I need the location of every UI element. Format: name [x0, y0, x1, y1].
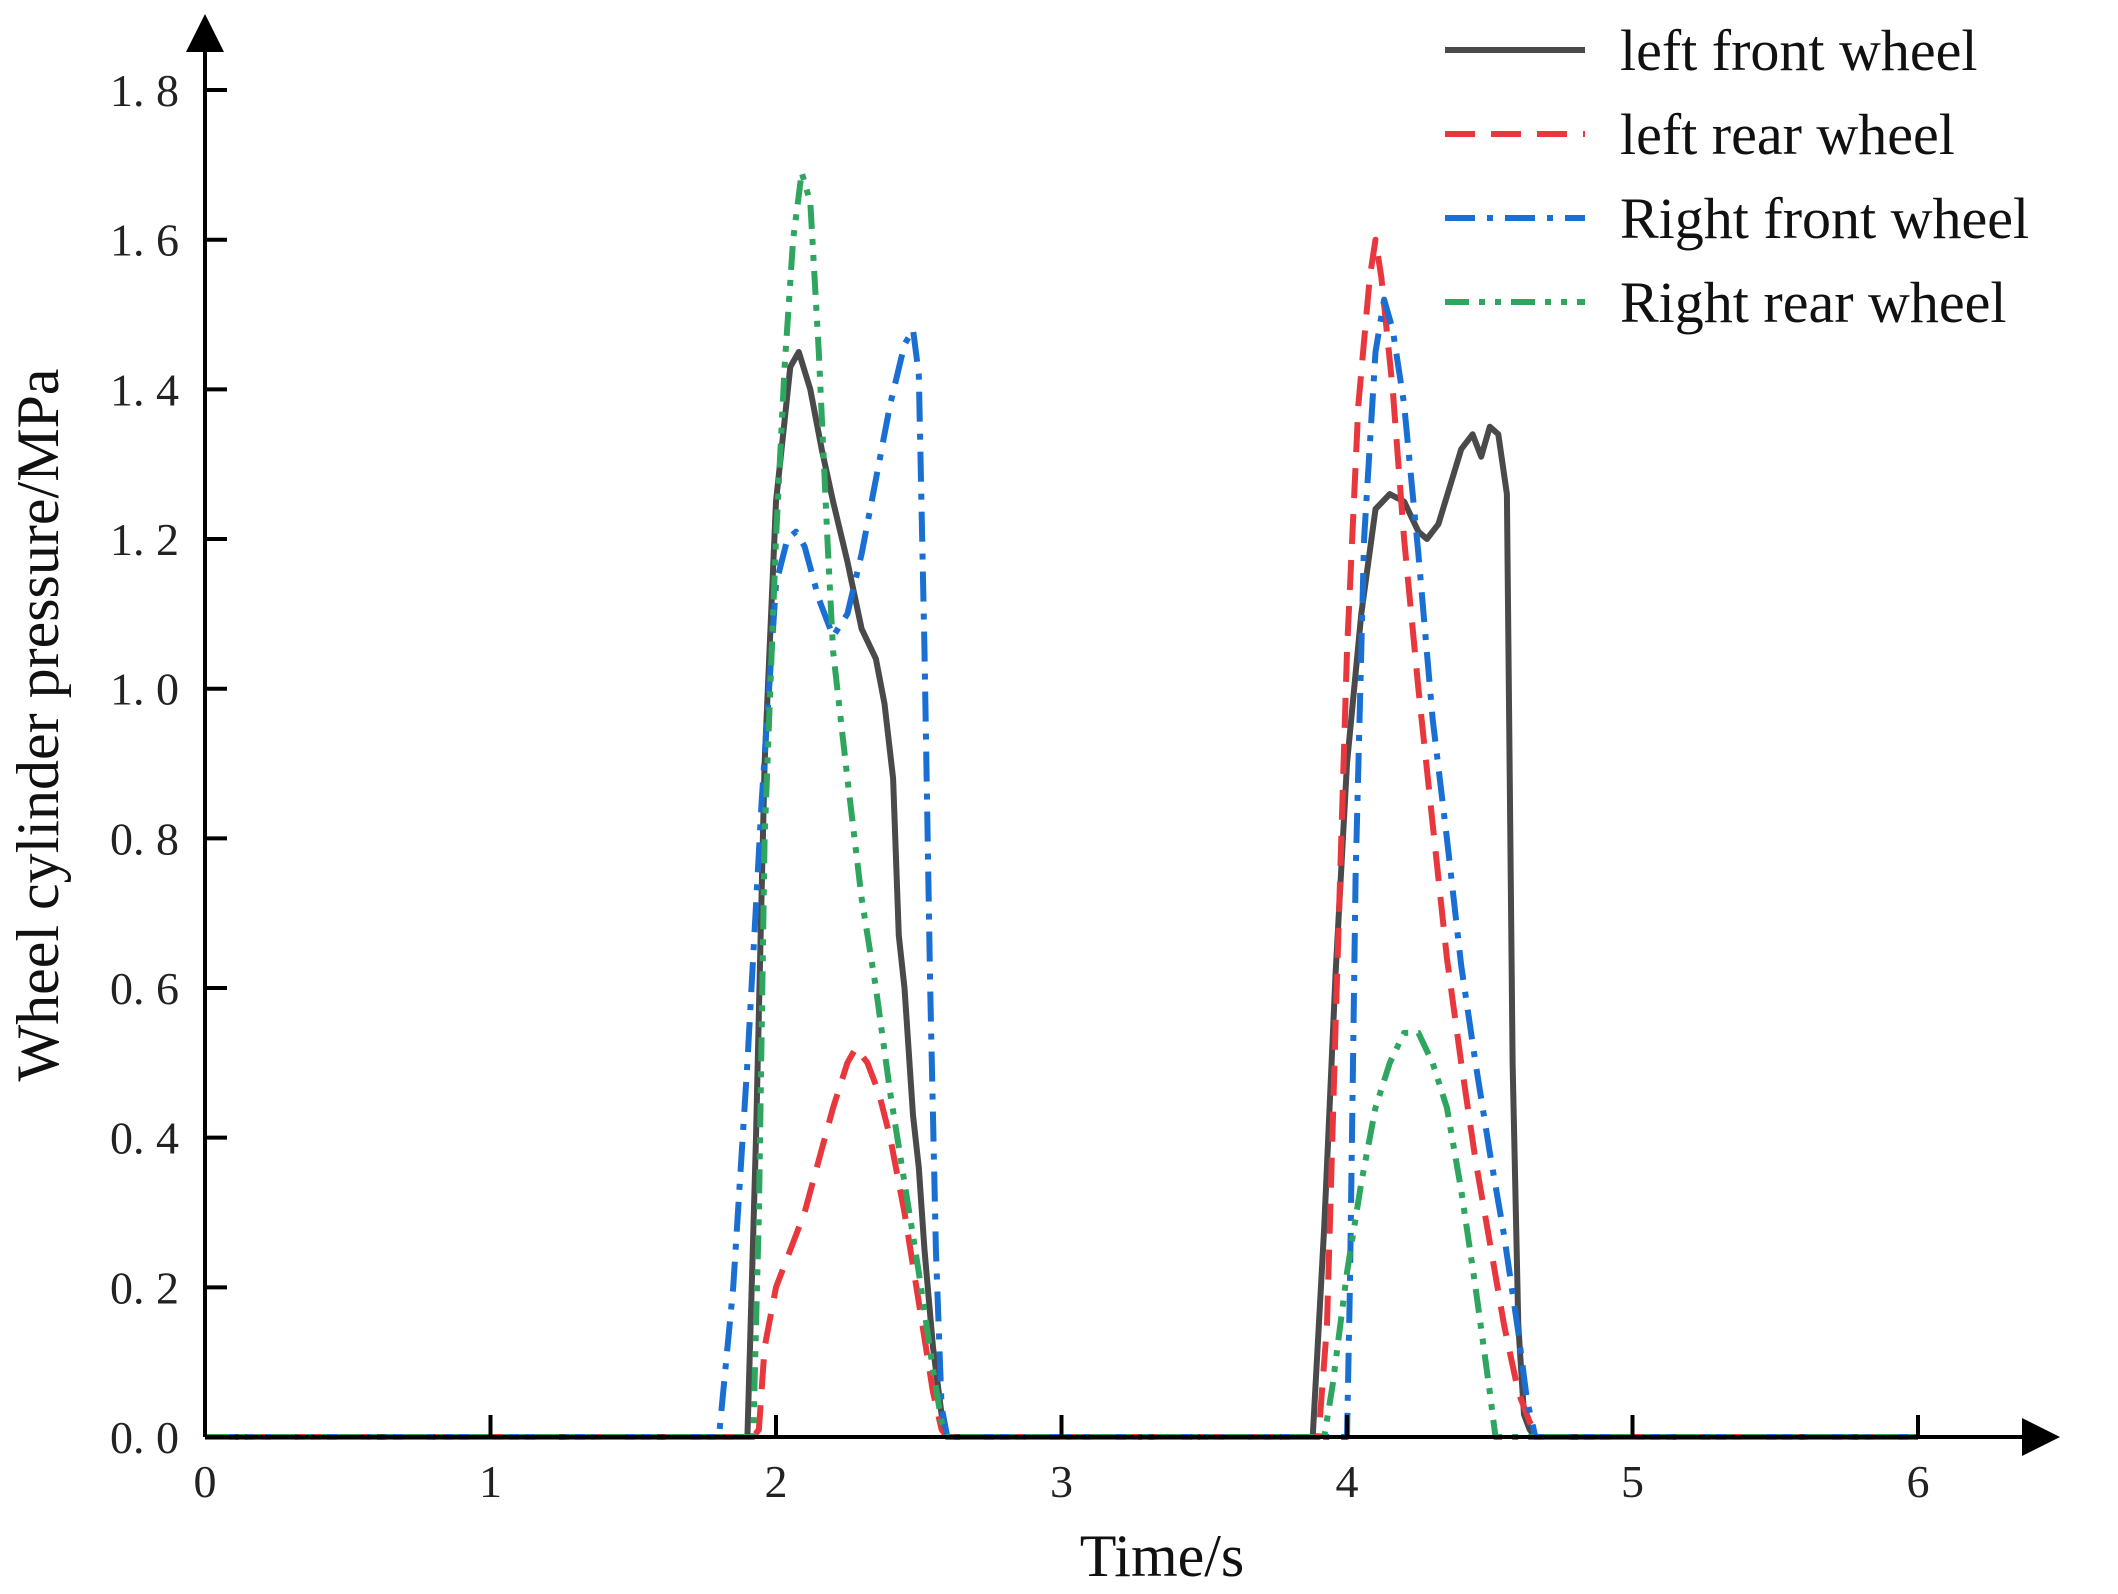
legend-label-2: Right front wheel: [1620, 186, 2029, 251]
y-tick-label: 1. 4: [110, 364, 179, 415]
x-tick-label: 4: [1336, 1456, 1359, 1507]
legend: left front wheel left rear wheel Right fro…: [1445, 18, 2029, 335]
series-line-2: [205, 296, 1918, 1440]
y-tick-label: 0. 4: [110, 1113, 179, 1164]
series-line-3: [205, 169, 1918, 1440]
legend-label-1: left rear wheel: [1620, 102, 1955, 167]
x-tick-label: 6: [1907, 1456, 1930, 1507]
x-ticks: 0 1 2 3 4 5 6: [194, 1415, 1930, 1507]
x-tick-label: 3: [1050, 1456, 1073, 1507]
x-tick-label: 1: [479, 1456, 502, 1507]
y-tick-label: 1. 0: [110, 664, 179, 715]
y-tick-label: 0. 8: [110, 813, 179, 864]
legend-label-3: Right rear wheel: [1620, 270, 2007, 335]
y-tick-label: 1. 6: [110, 215, 179, 266]
series-line-1: [205, 236, 1918, 1440]
y-axis-arrow-icon: [186, 14, 224, 52]
x-axis-arrow-icon: [2022, 1418, 2060, 1456]
x-tick-label: 5: [1621, 1456, 1644, 1507]
y-axis-label: Wheel cylinder pressure/MPa: [5, 368, 71, 1081]
x-tick-label: 2: [765, 1456, 788, 1507]
y-ticks: 0. 0 0. 2 0. 4 0. 6 0. 8 1. 0 1. 2 1. 4 1. 6 1. 8: [110, 65, 227, 1463]
y-tick-label: 0. 0: [110, 1412, 179, 1463]
y-tick-label: 0. 6: [110, 963, 179, 1014]
x-axis-label: Time/s: [1080, 1523, 1245, 1589]
y-tick-label: 0. 2: [110, 1262, 179, 1313]
axes: [186, 14, 2060, 1456]
series-line-0: [205, 349, 1918, 1440]
x-tick-label: 0: [194, 1456, 217, 1507]
series-lines: [205, 169, 1918, 1440]
legend-label-0: left front wheel: [1620, 18, 1978, 83]
y-tick-label: 1. 2: [110, 514, 179, 565]
y-tick-label: 1. 8: [110, 65, 179, 116]
